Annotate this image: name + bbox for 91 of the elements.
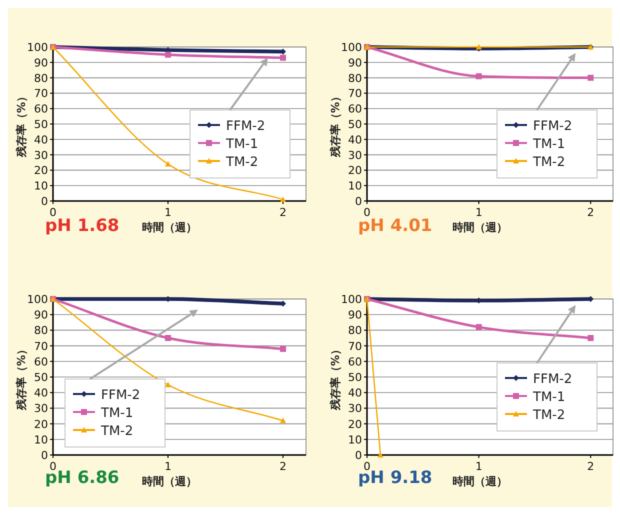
y-tick-label: 80: [34, 72, 48, 85]
point: [476, 44, 482, 50]
x-axis-title: 時間（週）: [142, 221, 197, 234]
point: [588, 335, 594, 341]
legend-label: TM-1: [532, 137, 566, 152]
y-tick-label: 70: [348, 87, 362, 100]
y-tick-label: 80: [348, 324, 362, 338]
legend-label: TM-2: [532, 408, 566, 423]
y-tick-label: 100: [27, 293, 48, 306]
y-tick-label: 90: [34, 308, 48, 322]
y-tick-label: 100: [27, 41, 48, 54]
y-tick-label: 20: [348, 418, 362, 431]
point: [165, 52, 171, 58]
y-tick-label: 50: [34, 118, 48, 131]
x-axis-title: 時間（週）: [142, 475, 197, 488]
y-tick-label: 40: [34, 133, 48, 146]
y-tick-label: 10: [34, 433, 48, 446]
point: [588, 74, 594, 81]
legend-label: TM-1: [100, 406, 134, 421]
y-tick-label: 60: [348, 102, 362, 116]
x-tick-label: 0: [50, 206, 56, 219]
y-tick-label: 30: [34, 148, 48, 162]
point: [280, 196, 286, 202]
point: [165, 161, 171, 167]
y-tick-label: 0: [41, 449, 48, 462]
y-tick-label: 90: [348, 308, 362, 322]
y-tick-label: 100: [341, 293, 362, 306]
x-tick-label: 0: [50, 460, 56, 473]
y-tick-label: 30: [34, 402, 48, 416]
y-tick-label: 20: [34, 164, 48, 178]
y-tick-label: 0: [355, 449, 362, 462]
y-tick-label: 50: [348, 118, 362, 131]
x-tick-label: 1: [475, 206, 482, 219]
x-tick-label: 2: [587, 206, 594, 219]
y-tick-label: 30: [348, 402, 362, 416]
point: [280, 418, 286, 424]
y-tick-label: 40: [348, 386, 362, 400]
x-axis-title: 時間（週）: [452, 221, 508, 234]
legend-label: FFM-2: [101, 388, 140, 403]
y-axis-title: 残存率（%）: [15, 90, 28, 158]
y-tick-label: 0: [41, 195, 48, 208]
point: [280, 54, 286, 61]
y-axis-title: 残存率（%）: [15, 344, 28, 412]
y-tick-label: 0: [355, 195, 362, 208]
y-tick-label: 100: [341, 41, 362, 54]
y-tick-label: 10: [348, 433, 362, 446]
y-tick-label: 20: [348, 164, 362, 178]
x-tick-label: 1: [164, 460, 172, 473]
y-tick-label: 40: [34, 386, 48, 400]
legend-label: TM-2: [100, 424, 134, 439]
y-tick-label: 80: [34, 324, 48, 338]
y-tick-label: 40: [348, 133, 362, 146]
y-axis-title: 残存率（%）: [329, 344, 342, 412]
legend-label: TM-1: [532, 390, 566, 405]
y-tick-label: 90: [348, 56, 362, 70]
x-tick-label: 0: [364, 206, 370, 219]
point: [165, 382, 171, 388]
legend-label: FFM-2: [533, 119, 572, 134]
point: [280, 346, 286, 352]
y-tick-label: 60: [34, 102, 48, 116]
y-tick-label: 10: [34, 180, 48, 193]
y-tick-label: 90: [34, 56, 48, 70]
y-tick-label: 70: [34, 340, 48, 353]
point: [165, 335, 171, 341]
y-axis-title: 残存率（%）: [329, 90, 342, 158]
y-tick-label: 60: [348, 355, 362, 368]
y-tick-label: 30: [348, 148, 362, 162]
x-axis-title: 時間（週）: [452, 475, 508, 488]
legend-label: FFM-2: [226, 119, 266, 134]
point: [476, 324, 482, 330]
legend-label: FFM-2: [533, 372, 572, 387]
text: pH 4.01: [358, 216, 432, 236]
x-tick-label: 2: [587, 460, 594, 473]
point: [476, 73, 482, 80]
x-tick-label: 2: [280, 460, 286, 473]
x-tick-label: 1: [164, 206, 172, 219]
y-tick-label: 60: [34, 355, 48, 368]
y-tick-label: 50: [34, 371, 48, 384]
legend-label: TM-2: [225, 155, 258, 170]
y-tick-label: 20: [34, 418, 48, 431]
y-tick-label: 70: [348, 340, 362, 353]
y-tick-label: 10: [348, 180, 362, 193]
y-tick-label: 70: [34, 87, 48, 100]
y-tick-label: 80: [348, 72, 362, 85]
y-tick-label: 50: [348, 371, 362, 384]
x-tick-label: 0: [364, 460, 370, 473]
text: pH 1.68: [45, 216, 120, 236]
legend-label: TM-1: [225, 137, 258, 152]
legend-label: TM-2: [532, 155, 566, 170]
x-tick-label: 2: [280, 206, 286, 219]
x-tick-label: 1: [475, 460, 482, 473]
